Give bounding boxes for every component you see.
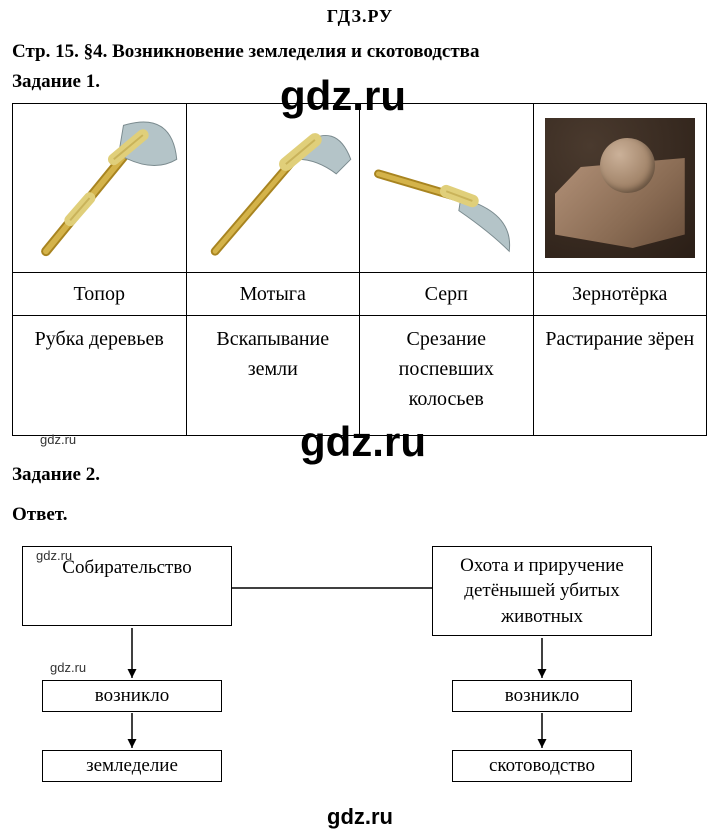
answer-label: Ответ.	[12, 504, 708, 526]
table-row: Рубка деревьев Вскапывание земли Срезани…	[13, 316, 707, 436]
tool-name: Зернотёрка	[533, 273, 707, 316]
tool-image-axe	[13, 104, 187, 273]
footer-watermark: gdz.ru	[12, 804, 708, 830]
tool-desc: Вскапывание земли	[186, 316, 360, 436]
tool-name: Мотыга	[186, 273, 360, 316]
tool-name: Серп	[360, 273, 534, 316]
tool-desc: Рубка деревьев	[13, 316, 187, 436]
tool-image-sickle	[360, 104, 534, 273]
site-header: ГДЗ.РУ	[0, 0, 720, 27]
diagram-box-bottom-right: скотоводство	[452, 750, 632, 782]
section-title: Стр. 15. §4. Возникновение земледелия и …	[12, 41, 708, 63]
tool-image-hoe	[186, 104, 360, 273]
diagram-box-bottom-left: земледелие	[42, 750, 222, 782]
tool-image-grinder	[533, 104, 707, 273]
diagram-box-mid-left: возникло	[42, 680, 222, 712]
diagram-box-right-top: Охота и приручение детёнышей убитых живо…	[432, 546, 652, 636]
task1-label: Задание 1.	[12, 71, 708, 93]
diagram-box-mid-right: возникло	[452, 680, 632, 712]
tool-name: Топор	[13, 273, 187, 316]
table-row: Топор Мотыга Серп Зернотёрка	[13, 273, 707, 316]
table-row	[13, 104, 707, 273]
tool-desc: Растирание зёрен	[533, 316, 707, 436]
task2-label: Задание 2.	[12, 464, 708, 486]
tools-table: Топор Мотыга Серп Зернотёрка Рубка дерев…	[12, 103, 707, 436]
tool-desc: Срезание поспевших колосьев	[360, 316, 534, 436]
page-content: Стр. 15. §4. Возникновение земледелия и …	[0, 27, 720, 838]
diagram: Собирательство Охота и приручение детёны…	[12, 538, 712, 798]
diagram-box-left-top: Собирательство	[22, 546, 232, 626]
